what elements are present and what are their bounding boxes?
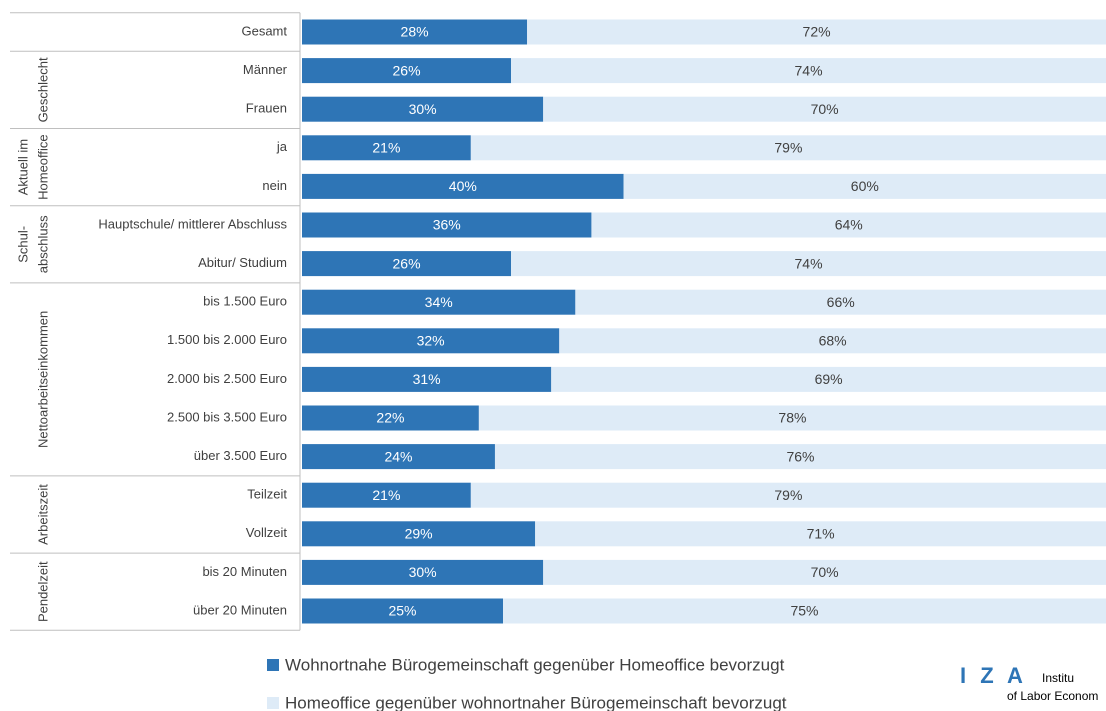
bar-segment <box>551 366 1106 392</box>
bar-segment <box>302 173 624 199</box>
value-label: 29% <box>405 526 433 542</box>
bar-segment <box>302 598 503 624</box>
category-label: nein <box>262 178 287 193</box>
value-label: 26% <box>393 255 421 271</box>
legend-label: Homeoffice gegenüber wohnortnaher Büroge… <box>285 693 787 711</box>
value-label: 64% <box>835 217 863 233</box>
category-label: bis 20 Minuten <box>202 564 287 579</box>
logo-mark: I Z A <box>960 663 1027 688</box>
bar-segment <box>470 135 1106 161</box>
bar-segment <box>302 19 528 45</box>
value-label: 79% <box>774 140 802 156</box>
legend-swatch <box>267 697 279 709</box>
value-label: 72% <box>803 24 831 40</box>
bar-segment <box>302 405 479 431</box>
bar-segment <box>527 19 1106 45</box>
category-label: über 3.500 Euro <box>194 448 287 463</box>
value-label: 75% <box>790 603 818 619</box>
value-label: 34% <box>425 294 453 310</box>
bar-segment <box>302 482 471 508</box>
bar-segment <box>511 251 1106 277</box>
value-label: 68% <box>819 333 847 349</box>
bar-segment <box>302 251 512 277</box>
group-label: abschluss <box>35 215 50 273</box>
value-label: 74% <box>795 62 823 78</box>
value-label: 76% <box>786 448 814 464</box>
bar-segment <box>470 482 1106 508</box>
group-label: Geschlecht <box>35 57 50 122</box>
value-label: 30% <box>409 101 437 117</box>
legend-swatch <box>267 659 279 671</box>
group-label: Schul- <box>15 226 30 263</box>
value-label: 60% <box>851 178 879 194</box>
bar-segment <box>591 212 1106 238</box>
bar-segment <box>543 96 1106 122</box>
value-label: 25% <box>388 603 416 619</box>
value-label: 21% <box>372 487 400 503</box>
bar-segment <box>302 289 576 315</box>
value-label: 79% <box>774 487 802 503</box>
bar-segment <box>575 289 1106 315</box>
group-label: Homeoffice <box>35 134 50 200</box>
category-label: 2.000 bis 2.500 Euro <box>167 371 287 386</box>
bar-segment <box>543 559 1106 585</box>
value-label: 30% <box>409 564 437 580</box>
bar-segment <box>535 521 1106 547</box>
category-label: Frauen <box>246 101 287 116</box>
bar-segment <box>494 444 1106 470</box>
bar-segment <box>302 444 495 470</box>
value-label: 78% <box>778 410 806 426</box>
group-label: Nettoarbeitseinkommen <box>35 311 50 448</box>
bar-segment <box>623 173 1106 199</box>
category-label: Männer <box>243 62 288 77</box>
group-label: Aktuell im <box>15 139 30 195</box>
bar-segment <box>302 212 592 238</box>
value-label: 71% <box>807 526 835 542</box>
value-label: 32% <box>417 333 445 349</box>
bar-segment <box>302 96 544 122</box>
value-label: 66% <box>827 294 855 310</box>
category-label: über 20 Minuten <box>193 602 287 617</box>
category-label: Teilzeit <box>247 487 287 502</box>
bar-segment <box>478 405 1106 431</box>
category-label: Hauptschule/ mittlerer Abschluss <box>98 216 287 231</box>
bar-segment <box>302 521 536 547</box>
category-label: 1.500 bis 2.000 Euro <box>167 332 287 347</box>
bar-segment <box>503 598 1106 624</box>
value-label: 21% <box>372 140 400 156</box>
category-label: Vollzeit <box>246 525 288 540</box>
value-label: 24% <box>384 448 412 464</box>
value-label: 40% <box>449 178 477 194</box>
bar-segment <box>302 366 552 392</box>
bar-segment <box>302 328 560 354</box>
value-label: 36% <box>433 217 461 233</box>
group-label: Pendelzeit <box>35 561 50 622</box>
group-label: Arbeitszeit <box>35 484 50 545</box>
value-label: 70% <box>811 101 839 117</box>
bar-segment <box>302 559 544 585</box>
bar-segment <box>302 58 512 84</box>
value-label: 74% <box>795 255 823 271</box>
bar-segment <box>559 328 1106 354</box>
category-label: ja <box>276 139 288 154</box>
category-label: 2.500 bis 3.500 Euro <box>167 409 287 424</box>
bar-segment <box>302 135 471 161</box>
category-label: Gesamt <box>241 23 287 38</box>
value-label: 26% <box>393 62 421 78</box>
value-label: 28% <box>401 24 429 40</box>
value-label: 69% <box>815 371 843 387</box>
value-label: 70% <box>811 564 839 580</box>
value-label: 22% <box>376 410 404 426</box>
bar-segment <box>511 58 1106 84</box>
category-label: bis 1.500 Euro <box>203 294 287 309</box>
category-label: Abitur/ Studium <box>198 255 287 270</box>
logo-text: Institu <box>1042 671 1074 685</box>
logo-text: of Labor Econom <box>1007 689 1098 703</box>
legend-label: Wohnortnahe Bürogemeinschaft gegenüber H… <box>285 655 785 674</box>
value-label: 31% <box>413 371 441 387</box>
